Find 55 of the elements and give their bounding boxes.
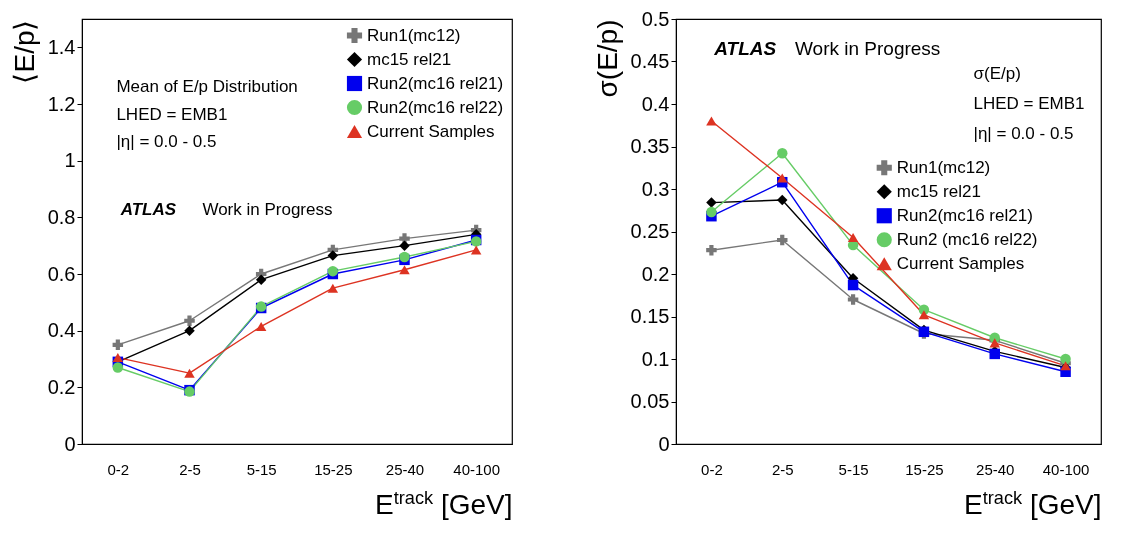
y-tick-label: 0.8 — [47, 205, 76, 228]
x-tick-label: 5-15 — [838, 460, 869, 478]
x-tick-label: 0-2 — [701, 460, 723, 478]
y-tick-label: 1.2 — [47, 92, 76, 115]
y-tick-label: 1.4 — [47, 35, 76, 58]
annotation: Mean of E/p Distribution — [116, 77, 298, 96]
legend-label: Run2 (mc16 rel22) — [896, 229, 1038, 249]
legend-label: Current Samples — [367, 121, 495, 141]
annotation: |η| = 0.0 - 0.5 — [973, 123, 1074, 143]
annotation: LHED = EMB1 — [116, 104, 228, 124]
x-tick-label: 15-25 — [314, 460, 353, 478]
legend-label: Run2(mc16 rel21) — [896, 205, 1033, 225]
annotation: |η| = 0.0 - 0.5 — [116, 132, 217, 152]
x-tick-label: 25-40 — [976, 460, 1015, 478]
y-tick-label: 0.2 — [47, 375, 76, 398]
x-tick-label: 2-5 — [179, 460, 201, 478]
x-tick-label: 40-100 — [1042, 460, 1090, 478]
y-tick-label: 0.15 — [630, 305, 670, 327]
y-tick-label: 0 — [64, 432, 76, 455]
y-tick-label: 0.3 — [641, 177, 670, 200]
y-tick-label: 0.35 — [630, 135, 670, 157]
x-axis-title: E$^{track}$ [GeV] — [964, 487, 1102, 520]
y-tick-label: 0.25 — [630, 220, 670, 242]
legend-label: Current Samples — [896, 253, 1025, 273]
y-tick-label: 0.4 — [47, 319, 76, 342]
annotation: LHED = EMB1 — [973, 94, 1085, 113]
x-tick-label: 15-25 — [905, 460, 944, 478]
y-tick-label: 0 — [658, 432, 670, 455]
y-axis-title: σ(E/p) — [591, 19, 623, 98]
y-tick-label: 0.6 — [47, 262, 76, 285]
annotation: ATLAS — [713, 37, 777, 59]
x-tick-label: 25-40 — [385, 460, 425, 478]
y-tick-label: 0.5 — [641, 7, 670, 30]
y-axis-title: ⟨E/p⟩ — [8, 19, 40, 84]
y-tick-label: 0.4 — [641, 92, 670, 115]
y-tick-label: 0.45 — [630, 50, 670, 72]
x-tick-label: 40-100 — [453, 460, 501, 478]
legend-label: Run1(mc12) — [896, 157, 991, 177]
legend-label: Run2(mc16 rel21) — [367, 73, 504, 93]
legend-label: mc15 rel21 — [367, 49, 452, 69]
annotation: ATLAS — [119, 200, 177, 220]
x-tick-label: 0-2 — [107, 460, 130, 478]
legend-label: Run2(mc16 rel22) — [367, 97, 504, 117]
annotation: Work in Progress — [202, 200, 333, 220]
x-tick-label: 5-15 — [246, 460, 277, 478]
annotation: σ(E/p) — [973, 64, 1021, 84]
y-tick-label: 0.2 — [641, 262, 670, 285]
y-tick-label: 1 — [64, 149, 76, 172]
y-tick-label: 0.05 — [630, 390, 670, 412]
y-tick-label: 0.1 — [641, 347, 670, 370]
x-tick-label: 2-5 — [771, 460, 794, 478]
x-axis-title: E$^{track}$ [GeV] — [375, 487, 513, 520]
annotation: Work in Progress — [795, 37, 941, 59]
legend-label: Run1(mc12) — [367, 25, 461, 45]
legend-label: mc15 rel21 — [896, 181, 981, 201]
